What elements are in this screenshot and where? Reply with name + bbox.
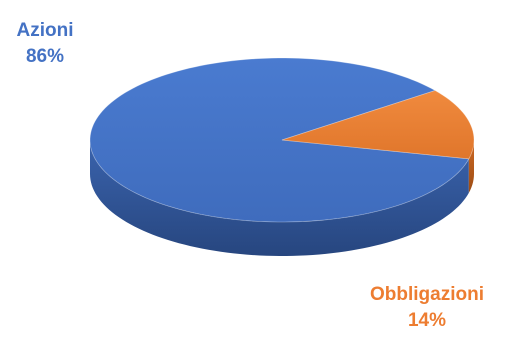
slice-label-azioni-value: 86% (25, 46, 65, 67)
slice-label-obbligazioni-value: 14% (407, 310, 447, 331)
slice-obbligazioni (281, 90, 475, 160)
slice-azioni (89, 57, 470, 223)
slice-label-azioni-name: Azioni (16, 20, 74, 41)
slice-side-azioni (90, 140, 469, 256)
pie-top-layer (89, 57, 475, 223)
slice-label-obbligazioni: Obbligazioni 14% (352, 282, 502, 334)
slice-side-obbligazioni (468, 140, 474, 193)
slice-label-obbligazioni-name: Obbligazioni (370, 284, 484, 305)
slice-label-azioni: Azioni 86% (4, 18, 86, 70)
